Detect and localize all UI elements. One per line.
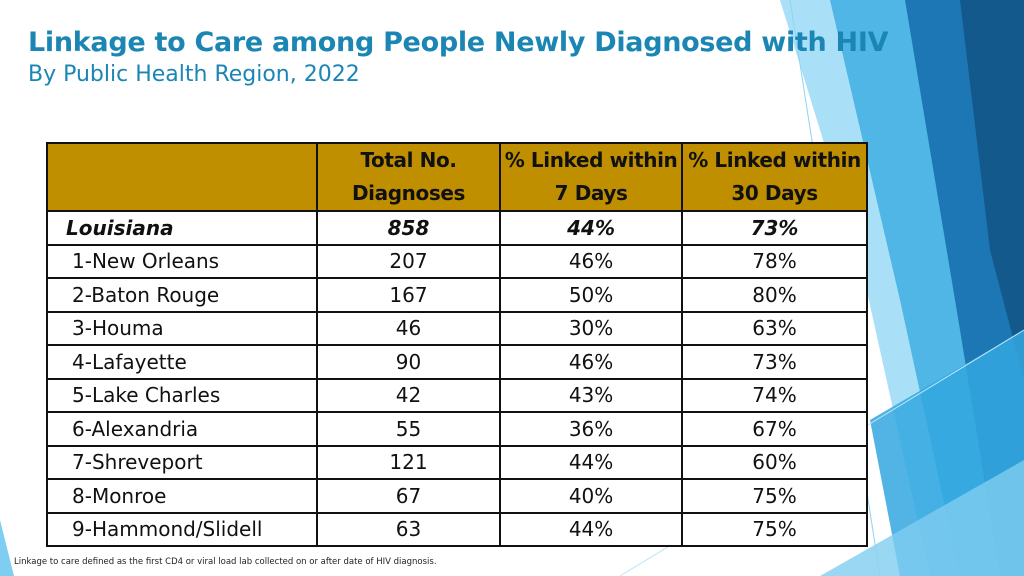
table-row: 4-Lafayette 90 46% 73% (46, 344, 868, 380)
table-row: 1-New Orleans 207 46% 78% (46, 243, 868, 279)
header-linked30-line1: % Linked within (688, 148, 861, 172)
header-linked7-line1: % Linked within (504, 148, 678, 172)
table-row: 7-Shreveport 121 44% 60% (46, 444, 868, 480)
row-linked7: 44% (499, 210, 684, 246)
row-total: 858 (315, 210, 502, 246)
table-row: 2-Baton Rouge 167 50% 80% (46, 277, 868, 313)
row-linked30: 60% (681, 444, 868, 480)
row-region: 6-Alexandria (46, 411, 318, 447)
header-total-line1: Total No. (360, 148, 457, 172)
row-linked30: 75% (681, 511, 868, 547)
table-row-louisiana: Louisiana 858 44% 73% (46, 210, 868, 246)
row-linked30: 67% (681, 411, 868, 447)
row-linked7: 44% (499, 511, 684, 547)
header-region (46, 142, 318, 212)
row-linked30: 73% (681, 210, 868, 246)
row-linked7: 50% (499, 277, 684, 313)
row-region: 3-Houma (46, 310, 318, 346)
header-total-diagnoses: Total No. Diagnoses (315, 142, 502, 212)
table-row: 6-Alexandria 55 36% 67% (46, 411, 868, 447)
row-region: 4-Lafayette (46, 344, 318, 380)
row-total: 46 (315, 310, 502, 346)
header-linked7-line2: 7 Days (554, 181, 628, 205)
header-linked-7-days: % Linked within 7 Days (499, 142, 684, 212)
deco-left-edge (0, 520, 14, 576)
row-linked30: 73% (681, 344, 868, 380)
footnote: Linkage to care defined as the first CD4… (14, 557, 437, 567)
row-linked7: 43% (499, 377, 684, 413)
deco-bottom-light (820, 460, 1024, 576)
row-total: 90 (315, 344, 502, 380)
row-region: 7-Shreveport (46, 444, 318, 480)
row-total: 207 (315, 243, 502, 279)
linkage-table: Total No. Diagnoses % Linked within 7 Da… (46, 142, 868, 547)
table-header-row: Total No. Diagnoses % Linked within 7 Da… (46, 142, 868, 212)
row-linked7: 46% (499, 344, 684, 380)
row-linked30: 63% (681, 310, 868, 346)
page-subtitle: By Public Health Region, 2022 (28, 62, 360, 87)
row-total: 167 (315, 277, 502, 313)
row-region: 9-Hammond/Slidell (46, 511, 318, 547)
row-total: 67 (315, 478, 502, 514)
row-total: 63 (315, 511, 502, 547)
table-row: 3-Houma 46 30% 63% (46, 310, 868, 346)
header-total-line2: Diagnoses (351, 181, 466, 205)
table-row: 9-Hammond/Slidell 63 44% 75% (46, 511, 868, 547)
row-total: 42 (315, 377, 502, 413)
row-linked30: 74% (681, 377, 868, 413)
row-region: Louisiana (46, 210, 318, 246)
row-region: 8-Monroe (46, 478, 318, 514)
row-linked30: 75% (681, 478, 868, 514)
row-linked30: 80% (681, 277, 868, 313)
row-linked7: 36% (499, 411, 684, 447)
row-region: 1-New Orleans (46, 243, 318, 279)
row-region: 5-Lake Charles (46, 377, 318, 413)
table-row: 8-Monroe 67 40% 75% (46, 478, 868, 514)
row-linked7: 30% (499, 310, 684, 346)
row-region: 2-Baton Rouge (46, 277, 318, 313)
row-total: 55 (315, 411, 502, 447)
row-total: 121 (315, 444, 502, 480)
header-linked30-line2: 30 Days (731, 181, 818, 205)
row-linked7: 40% (499, 478, 684, 514)
page-title: Linkage to Care among People Newly Diagn… (28, 27, 889, 58)
row-linked30: 78% (681, 243, 868, 279)
row-linked7: 44% (499, 444, 684, 480)
row-linked7: 46% (499, 243, 684, 279)
deco-deep-facet (960, 0, 1024, 380)
header-linked-30-days: % Linked within 30 Days (681, 142, 868, 212)
table-row: 5-Lake Charles 42 43% 74% (46, 377, 868, 413)
